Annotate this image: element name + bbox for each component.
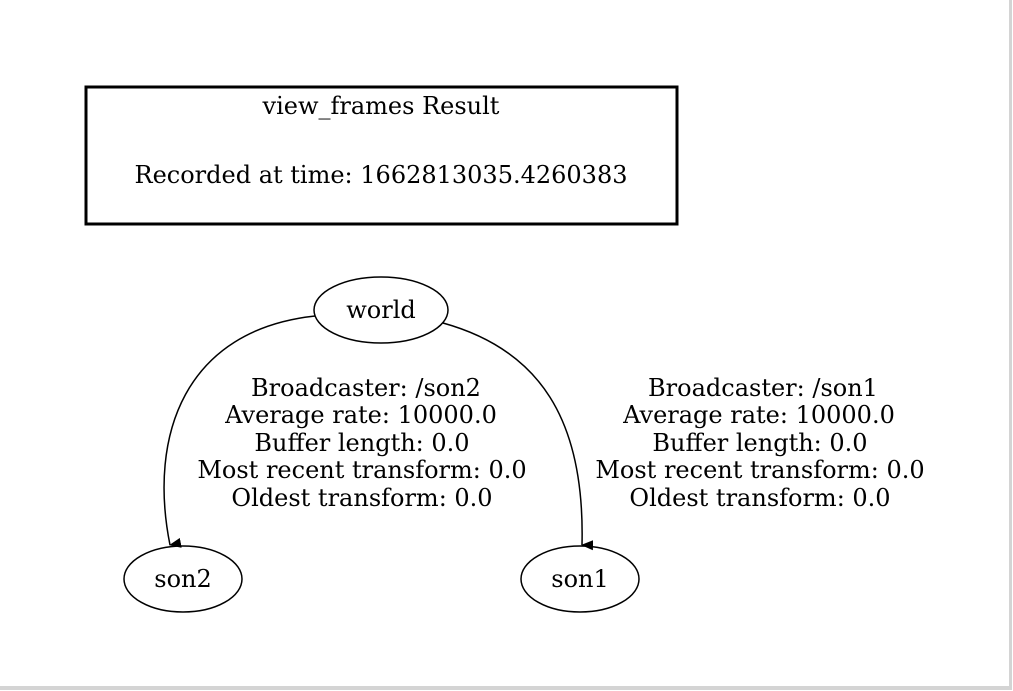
node-world-label: world	[346, 296, 416, 324]
node-son2-label: son2	[154, 565, 212, 593]
son2-oldest-transform: Oldest transform: 0.0	[231, 484, 492, 512]
edge-world-son1	[442, 322, 594, 551]
edge-world-son2	[163, 315, 316, 548]
node-son1: son1	[520, 545, 640, 613]
header-border	[84, 85, 679, 226]
header-title: view_frames Result	[262, 92, 500, 120]
node-son2: son2	[123, 545, 243, 613]
edge-label-son2: Broadcaster: /son2 Average rate: 10000.0…	[197, 374, 526, 512]
son1-oldest-transform: Oldest transform: 0.0	[629, 484, 890, 512]
son2-average-rate: Average rate: 10000.0	[224, 401, 497, 429]
edge-label-son1: Broadcaster: /son1 Average rate: 10000.0…	[595, 374, 924, 512]
node-world: world	[313, 276, 449, 344]
son2-buffer-length: Buffer length: 0.0	[254, 429, 469, 457]
header-recorded-time: Recorded at time: 1662813035.4260383	[135, 161, 628, 189]
node-son2-ellipse	[123, 545, 243, 613]
result-header-box: view_frames Result Recorded at time: 166…	[84, 85, 679, 226]
node-world-ellipse	[313, 276, 449, 344]
son1-buffer-length: Buffer length: 0.0	[652, 429, 867, 457]
son1-most-recent-transform: Most recent transform: 0.0	[595, 456, 924, 484]
node-son1-label: son1	[551, 565, 609, 593]
son1-broadcaster: Broadcaster: /son1	[648, 374, 878, 402]
son2-broadcaster: Broadcaster: /son2	[251, 374, 481, 402]
son2-most-recent-transform: Most recent transform: 0.0	[197, 456, 526, 484]
son1-average-rate: Average rate: 10000.0	[622, 401, 895, 429]
node-son1-ellipse	[520, 545, 640, 613]
